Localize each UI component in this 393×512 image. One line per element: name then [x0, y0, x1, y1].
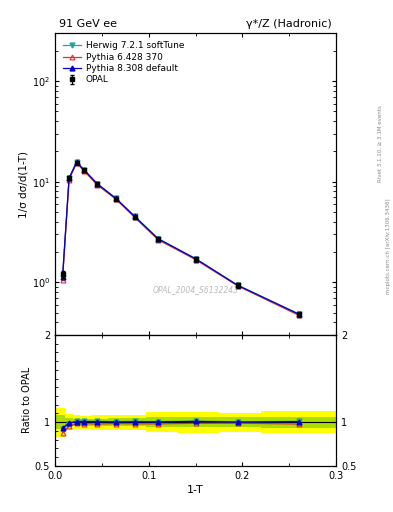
Bar [219, 413, 261, 432]
Bar [55, 415, 65, 430]
Pythia 6.428 370 [193, 257, 198, 263]
Y-axis label: 1/σ dσ/d(1-T): 1/σ dσ/d(1-T) [19, 151, 29, 218]
Bar [80, 416, 91, 429]
Text: γ*/Z (Hadronic): γ*/Z (Hadronic) [246, 19, 332, 29]
Line: Herwig 7.2.1 softTune: Herwig 7.2.1 softTune [60, 159, 301, 316]
Pythia 6.428 370 [296, 312, 301, 318]
X-axis label: 1-T: 1-T [187, 485, 204, 495]
Herwig 7.2.1 softTune [132, 213, 137, 219]
Line: Pythia 6.428 370: Pythia 6.428 370 [60, 161, 301, 317]
Pythia 6.428 370 [95, 182, 99, 188]
Herwig 7.2.1 softTune [95, 180, 99, 186]
Bar [108, 415, 125, 430]
Text: mcplots.cern.ch [arXiv:1306.3436]: mcplots.cern.ch [arXiv:1306.3436] [386, 198, 391, 293]
Pythia 8.308 default [82, 167, 86, 173]
Legend: Herwig 7.2.1 softTune, Pythia 6.428 370, Pythia 8.308 default, OPAL: Herwig 7.2.1 softTune, Pythia 6.428 370,… [59, 38, 188, 88]
Pythia 8.308 default [74, 159, 79, 165]
Pythia 8.308 default [156, 236, 160, 242]
Pythia 6.428 370 [82, 168, 86, 174]
Y-axis label: Ratio to OPAL: Ratio to OPAL [22, 367, 32, 434]
Herwig 7.2.1 softTune [193, 255, 198, 262]
Bar [261, 417, 336, 428]
Pythia 8.308 default [67, 175, 72, 181]
Bar [65, 418, 73, 426]
Pythia 8.308 default [60, 274, 65, 281]
Pythia 8.308 default [235, 282, 240, 288]
Bar [91, 418, 108, 426]
Pythia 6.428 370 [60, 277, 65, 283]
Bar [177, 417, 219, 428]
Pythia 6.428 370 [132, 215, 137, 221]
Bar [65, 414, 73, 430]
Pythia 8.308 default [114, 196, 118, 202]
Bar [73, 415, 80, 429]
Pythia 8.308 default [132, 214, 137, 220]
Herwig 7.2.1 softTune [74, 159, 79, 165]
Pythia 8.308 default [193, 255, 198, 262]
Bar [125, 418, 146, 426]
Bar [80, 419, 91, 425]
Pythia 6.428 370 [114, 196, 118, 202]
Herwig 7.2.1 softTune [82, 166, 86, 173]
Herwig 7.2.1 softTune [235, 282, 240, 288]
Bar [125, 415, 146, 430]
Bar [55, 408, 65, 437]
Herwig 7.2.1 softTune [67, 175, 72, 181]
Line: Pythia 8.308 default: Pythia 8.308 default [60, 160, 301, 316]
Pythia 6.428 370 [156, 237, 160, 243]
Herwig 7.2.1 softTune [114, 195, 118, 201]
Pythia 8.308 default [95, 181, 99, 187]
Text: 91 GeV ee: 91 GeV ee [59, 19, 117, 29]
Bar [261, 411, 336, 433]
Bar [177, 412, 219, 433]
Herwig 7.2.1 softTune [296, 311, 301, 317]
Bar [219, 417, 261, 427]
Text: OPAL_2004_S6132243: OPAL_2004_S6132243 [152, 285, 239, 294]
Bar [91, 415, 108, 430]
Pythia 6.428 370 [67, 177, 72, 183]
Herwig 7.2.1 softTune [60, 275, 65, 281]
Text: Rivet 3.1.10, ≥ 3.1M events: Rivet 3.1.10, ≥ 3.1M events [378, 105, 383, 182]
Pythia 6.428 370 [74, 160, 79, 166]
Bar [73, 419, 80, 425]
Bar [146, 417, 177, 427]
Herwig 7.2.1 softTune [156, 236, 160, 242]
Bar [108, 418, 125, 426]
Bar [146, 413, 177, 432]
Pythia 6.428 370 [235, 283, 240, 289]
Pythia 8.308 default [296, 311, 301, 317]
